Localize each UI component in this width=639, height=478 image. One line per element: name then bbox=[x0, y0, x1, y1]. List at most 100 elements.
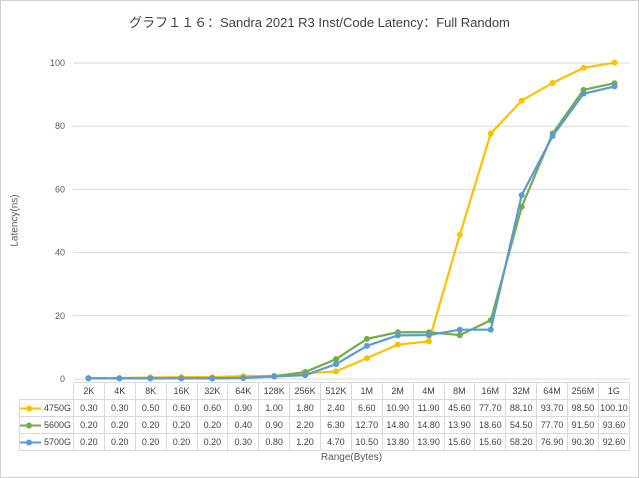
marker-5700G-512K bbox=[333, 361, 340, 368]
marker-4750G-64M bbox=[549, 79, 556, 86]
marker-5600G-8M bbox=[456, 332, 463, 339]
value-cell: 77.70 bbox=[536, 416, 568, 434]
y-tick-label: 60 bbox=[55, 184, 65, 194]
column-header: 256M bbox=[567, 382, 599, 400]
value-cell: 92.60 bbox=[597, 433, 631, 451]
marker-5600G-32M bbox=[518, 203, 525, 210]
marker-5600G-256K bbox=[302, 369, 309, 376]
column-header: 8M bbox=[443, 382, 476, 400]
column-header: 16K bbox=[165, 382, 198, 400]
legend-key-4750G: 4750G bbox=[19, 399, 74, 417]
marker-5700G-32K bbox=[209, 375, 216, 382]
marker-4750G-16K bbox=[178, 374, 185, 381]
value-cell: 14.80 bbox=[412, 416, 445, 434]
value-cell: 0.20 bbox=[73, 433, 105, 451]
legend-key-5700G: 5700G bbox=[19, 433, 74, 451]
marker-5600G-64K bbox=[240, 374, 247, 381]
marker-5700G-256K bbox=[302, 372, 309, 379]
marker-5700G-256M bbox=[580, 90, 587, 97]
marker-5700G-4M bbox=[425, 332, 432, 339]
marker-5600G-32K bbox=[209, 375, 216, 382]
value-cell: 12.70 bbox=[350, 416, 383, 434]
value-cell: 76.90 bbox=[536, 433, 568, 451]
value-cell: 4.70 bbox=[320, 433, 352, 451]
value-cell: 0.90 bbox=[227, 399, 260, 417]
marker-5700G-4K bbox=[116, 375, 123, 382]
marker-4750G-128K bbox=[271, 372, 278, 379]
marker-5700G-32M bbox=[518, 192, 525, 199]
marker-4750G-4K bbox=[116, 375, 123, 382]
value-cell: 1.00 bbox=[258, 399, 291, 417]
value-cell: 98.50 bbox=[567, 399, 599, 417]
series-name-label: 5700G bbox=[43, 437, 71, 447]
marker-5700G-16M bbox=[487, 326, 494, 333]
value-cell: 90.30 bbox=[567, 433, 599, 451]
marker-5600G-1M bbox=[363, 335, 370, 342]
value-cell: 18.60 bbox=[474, 416, 507, 434]
value-cell: 0.30 bbox=[103, 399, 136, 417]
legend-swatch bbox=[20, 405, 41, 411]
column-header: 2M bbox=[381, 382, 414, 400]
value-cell: 0.30 bbox=[227, 433, 260, 451]
marker-4750G-32K bbox=[209, 374, 216, 381]
value-cell: 0.20 bbox=[165, 416, 198, 434]
value-cell: 0.20 bbox=[134, 416, 167, 434]
column-header: 32M bbox=[505, 382, 538, 400]
marker-4750G-1M bbox=[363, 355, 370, 362]
series-name-label: 5600G bbox=[43, 420, 71, 430]
value-cell: 15.60 bbox=[474, 433, 507, 451]
value-cell: 0.60 bbox=[196, 399, 229, 417]
marker-5600G-64M bbox=[549, 130, 556, 137]
marker-5600G-2K bbox=[85, 375, 92, 382]
column-header: 16M bbox=[474, 382, 507, 400]
marker-5700G-16K bbox=[178, 375, 185, 382]
column-header: 128K bbox=[258, 382, 291, 400]
table-corner bbox=[20, 383, 74, 400]
value-cell: 13.90 bbox=[443, 416, 476, 434]
y-tick-label: 100 bbox=[50, 58, 65, 68]
value-cell: 1.80 bbox=[289, 399, 321, 417]
value-cell: 2.20 bbox=[289, 416, 321, 434]
column-header: 256K bbox=[289, 382, 321, 400]
value-cell: 6.60 bbox=[350, 399, 383, 417]
marker-5700G-8K bbox=[147, 375, 154, 382]
marker-4750G-4M bbox=[425, 338, 432, 345]
marker-5700G-2K bbox=[85, 375, 92, 382]
series-line-5700G bbox=[87, 85, 616, 380]
marker-5600G-2M bbox=[394, 329, 401, 336]
marker-5700G-1M bbox=[363, 342, 370, 349]
value-cell: 93.70 bbox=[536, 399, 568, 417]
value-cell: 0.30 bbox=[73, 399, 105, 417]
legend-swatch bbox=[20, 439, 41, 445]
value-cell: 0.60 bbox=[165, 399, 198, 417]
value-cell: 14.80 bbox=[381, 416, 414, 434]
series-line-4750G bbox=[87, 61, 616, 380]
marker-5600G-128K bbox=[271, 373, 278, 380]
column-header: 512K bbox=[320, 382, 352, 400]
legend-key-5600G: 5600G bbox=[19, 416, 74, 434]
marker-4750G-512K bbox=[333, 368, 340, 375]
series-name-label: 4750G bbox=[43, 403, 71, 413]
marker-4750G-1G bbox=[611, 59, 618, 66]
value-cell: 54.50 bbox=[505, 416, 538, 434]
value-cell: 88.10 bbox=[505, 399, 538, 417]
marker-4750G-8M bbox=[456, 231, 463, 238]
value-cell: 0.50 bbox=[134, 399, 167, 417]
column-header: 32K bbox=[196, 382, 229, 400]
column-header: 4K bbox=[103, 382, 136, 400]
y-tick-label: 80 bbox=[55, 121, 65, 131]
marker-4750G-8K bbox=[147, 374, 154, 381]
y-tick-label: 20 bbox=[55, 311, 65, 321]
value-cell: 91.50 bbox=[567, 416, 599, 434]
column-header: 8K bbox=[134, 382, 167, 400]
marker-5700G-2M bbox=[394, 332, 401, 339]
marker-4750G-256M bbox=[580, 64, 587, 71]
value-cell: 0.20 bbox=[103, 433, 136, 451]
value-cell: 0.20 bbox=[196, 416, 229, 434]
value-cell: 11.90 bbox=[412, 399, 445, 417]
value-cell: 10.90 bbox=[381, 399, 414, 417]
marker-5700G-1G bbox=[611, 83, 618, 90]
value-cell: 2.40 bbox=[320, 399, 352, 417]
table-row: 4750G 0.30 0.30 0.50 0.60 0.60 0.90 1.00 1.80 2.4… bbox=[19, 399, 631, 417]
